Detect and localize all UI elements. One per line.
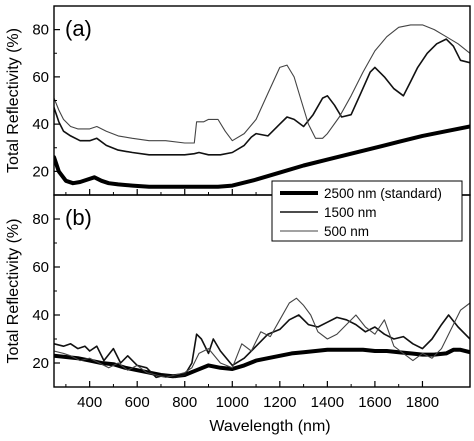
series-group (54, 297, 470, 379)
x-tick-label: 1400 (311, 394, 344, 411)
y-tick-label: 80 (32, 211, 49, 228)
series-line-medium (54, 38, 470, 156)
series-line-thin (54, 297, 470, 378)
y-tick-label: 20 (32, 355, 49, 372)
y-tick-label: 20 (32, 163, 49, 180)
x-tick-label: 1600 (358, 394, 391, 411)
series-group (54, 24, 470, 189)
series-line-thick (54, 124, 470, 189)
y-tick-label: 60 (32, 259, 49, 276)
panel-b: 400 600 800 1000 1200 1400 1600 1800 20 40 60 80 (b)… (5, 194, 471, 435)
y-axis-title: Total Reflectivity (%) (5, 219, 22, 364)
legend: 2500 nm (standard) 1500 nm 500 nm (271, 180, 463, 242)
x-tick-label: 1000 (216, 394, 249, 411)
plot-frame (53, 5, 471, 196)
y-tick-label: 40 (32, 307, 49, 324)
y-tick-label: 40 (32, 116, 49, 133)
legend-label: 2500 nm (standard) (324, 186, 442, 201)
x-tick-label: 600 (125, 394, 150, 411)
x-tick-label: 400 (77, 394, 102, 411)
panel-a: 20 40 60 80 (a) Total Reflectivity (%) (5, 5, 471, 196)
y-axis-title: Total Reflectivity (%) (5, 28, 22, 173)
legend-label: 1500 nm (324, 205, 377, 220)
x-axis-title: Wavelength (nm) (209, 418, 330, 435)
x-tick-label: 800 (172, 394, 197, 411)
legend-label: 500 nm (324, 224, 369, 239)
y-tick-label: 80 (32, 22, 49, 39)
x-tick-label: 1800 (406, 394, 439, 411)
y-tick-label: 60 (32, 69, 49, 86)
series-line-thin (54, 24, 470, 144)
x-tick-label: 1200 (263, 394, 296, 411)
panel-label: (b) (65, 205, 92, 230)
panel-label: (a) (65, 16, 92, 41)
series-line-medium (54, 314, 470, 379)
